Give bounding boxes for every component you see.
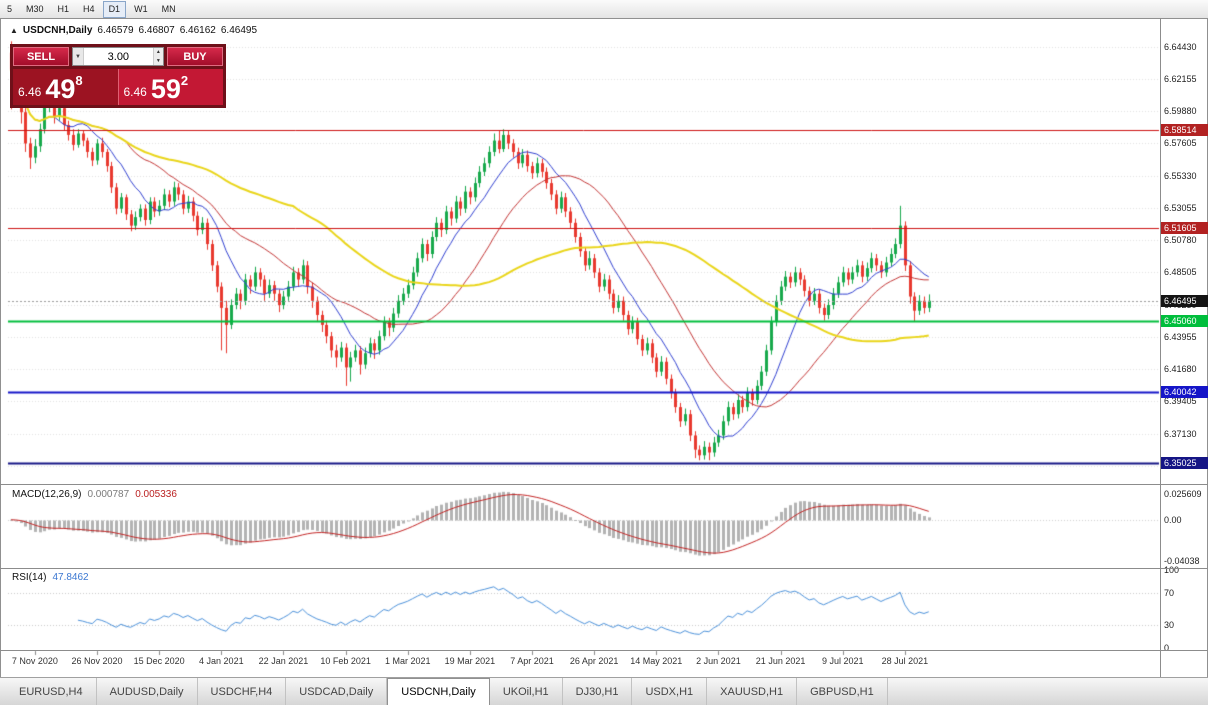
panel-separator[interactable] (0, 484, 1208, 485)
volume-input[interactable] (84, 48, 153, 65)
macd-indicator-label: MACD(12,26,9) 0.000787 0.005336 (12, 489, 177, 500)
price-line-label-current-price: 6.46495 (1161, 294, 1208, 307)
date-label: 26 Nov 2020 (71, 656, 123, 666)
price-tick-label: 6.39405 (1164, 396, 1197, 407)
buy-button[interactable]: BUY (167, 47, 223, 66)
date-label: 22 Jan 2021 (258, 656, 309, 666)
date-label: 21 Jun 2021 (755, 656, 806, 666)
date-label: 28 Jul 2021 (881, 656, 929, 666)
chart-tab-xauusd-h1[interactable]: XAUUSD,H1 (707, 678, 798, 705)
ask-price-big: 59 (150, 74, 181, 104)
price-tick-label: 6.53055 (1164, 202, 1197, 213)
chart-title: ▲ USDCNH,Daily 6.46579 6.46807 6.46162 6… (10, 25, 257, 36)
price-tick-label: 6.43955 (1164, 331, 1197, 342)
timeframe-button-d1[interactable]: D1 (102, 0, 127, 18)
price-tick-label: 6.48505 (1164, 267, 1197, 278)
macd-axis-label: -0.04038 (1164, 556, 1200, 567)
price-line-label-support: 6.45060 (1161, 315, 1208, 328)
price-tick-label: 6.41680 (1164, 364, 1197, 375)
date-label: 7 Apr 2021 (510, 656, 554, 666)
price-line-label-resistance: 6.51605 (1161, 222, 1208, 235)
chart-tab-ukoil-h1[interactable]: UKOil,H1 (490, 678, 563, 705)
ohlc-high: 6.46807 (138, 25, 175, 36)
ohlc-low: 6.46162 (179, 25, 216, 36)
timeframe-button-m30[interactable]: M30 (26, 4, 44, 14)
price-tick-label: 6.55330 (1164, 170, 1197, 181)
rsi-axis-label: 70 (1164, 588, 1175, 599)
price-tick-label: 6.37130 (1164, 428, 1197, 439)
price-tick-label: 6.50780 (1164, 235, 1197, 246)
date-label: 19 Mar 2021 (444, 656, 496, 666)
volume-spin-down-icon[interactable]: ▼ (153, 56, 163, 65)
date-label: 7 Nov 2020 (11, 656, 58, 666)
price-line-label-support: 6.40042 (1161, 386, 1208, 399)
price-tick-label: 6.62155 (1164, 73, 1197, 84)
date-label: 2 Jun 2021 (696, 656, 741, 666)
macd-name: MACD(12,26,9) (12, 489, 82, 500)
ohlc-close: 6.46495 (220, 25, 258, 36)
ask-price-sup: 2 (180, 73, 189, 88)
chart-tab-usdcad-daily[interactable]: USDCAD,Daily (286, 678, 388, 705)
chart-window-icon: ▲ (10, 26, 18, 35)
timeframe-toolbar: 5 M30 H1 H4 D1 W1 MN (0, 0, 1208, 19)
buy-price-button[interactable]: 6.46 59 2 (117, 69, 223, 105)
sell-price-button[interactable]: 6.46 49 8 (13, 69, 118, 105)
chart-tab-gbpusd-h1[interactable]: GBPUSD,H1 (797, 678, 888, 705)
chart-tab-usdcnh-daily[interactable]: USDCNH,Daily (387, 678, 490, 705)
chart-tab-bar: EURUSD,H4 AUDUSD,Daily USDCHF,H4 USDCAD,Dai… (0, 677, 1208, 705)
date-label: 14 May 2021 (630, 656, 683, 666)
date-label: 9 Jul 2021 (821, 656, 864, 666)
volume-spinner: ▲ ▼ (152, 48, 163, 65)
sell-button[interactable]: SELL (13, 47, 69, 66)
rsi-indicator-label: RSI(14) 47.8462 (12, 572, 89, 583)
chart-tab-usdx-h1[interactable]: USDX,H1 (632, 678, 708, 705)
price-line-label-resistance: 6.58514 (1161, 124, 1208, 137)
ohlc-open: 6.46579 (97, 25, 134, 36)
date-label: 1 Mar 2021 (384, 656, 431, 666)
macd-axis-label: 0.025609 (1164, 488, 1202, 499)
price-tick-label: 6.64430 (1164, 41, 1197, 52)
chart-symbol: USDCNH,Daily (22, 25, 93, 36)
timeframe-button-5[interactable]: 5 (7, 4, 13, 14)
price-line-label-support: 6.35025 (1161, 457, 1208, 470)
timeframe-button-h1[interactable]: H1 (57, 4, 70, 14)
price-tick-label: 6.57605 (1164, 138, 1197, 149)
chart-canvas[interactable] (0, 18, 1208, 678)
rsi-axis-label: 0 (1164, 643, 1170, 653)
bid-price-prefix: 6.46 (18, 85, 42, 99)
timeframe-button-w1[interactable]: W1 (134, 4, 148, 14)
chart-tab-eurusd-h4[interactable]: EURUSD,H4 (6, 678, 97, 705)
panel-separator[interactable] (0, 650, 1208, 651)
rsi-axis-label: 100 (1164, 565, 1180, 575)
chart-tab-audusd-daily[interactable]: AUDUSD,Daily (97, 678, 198, 705)
volume-dropdown-icon[interactable]: ▼ (73, 48, 85, 65)
price-tick-label: 6.59880 (1164, 106, 1197, 117)
chart-tab-usdchf-h4[interactable]: USDCHF,H4 (198, 678, 287, 705)
one-click-trading-panel: SELL ▼ ▲ ▼ BUY 6.46 49 8 6.46 59 2 (10, 44, 226, 108)
date-label: 26 Apr 2021 (569, 656, 619, 666)
volume-spin-up-icon[interactable]: ▲ (153, 48, 163, 57)
axis-separator (1160, 18, 1161, 677)
macd-axis-label: 0.00 (1164, 514, 1182, 525)
volume-field: ▼ ▲ ▼ (72, 47, 164, 66)
rsi-value: 47.8462 (52, 572, 89, 583)
macd-main-value: 0.000787 (87, 489, 130, 500)
rsi-axis-label: 30 (1164, 619, 1175, 630)
ask-price-prefix: 6.46 (123, 85, 147, 99)
bid-price-big: 49 (45, 74, 76, 104)
date-label: 4 Jan 2021 (199, 656, 244, 666)
bid-price-sup: 8 (75, 73, 83, 88)
date-label: 10 Feb 2021 (320, 656, 371, 666)
macd-signal-value: 0.005336 (135, 489, 177, 500)
chart-tab-dj30-h1[interactable]: DJ30,H1 (563, 678, 633, 705)
timeframe-button-mn[interactable]: MN (161, 4, 176, 14)
timeframe-button-h4[interactable]: H4 (83, 4, 95, 14)
panel-separator[interactable] (0, 568, 1208, 569)
date-label: 15 Dec 2020 (133, 656, 185, 666)
rsi-name: RSI(14) (12, 572, 47, 583)
